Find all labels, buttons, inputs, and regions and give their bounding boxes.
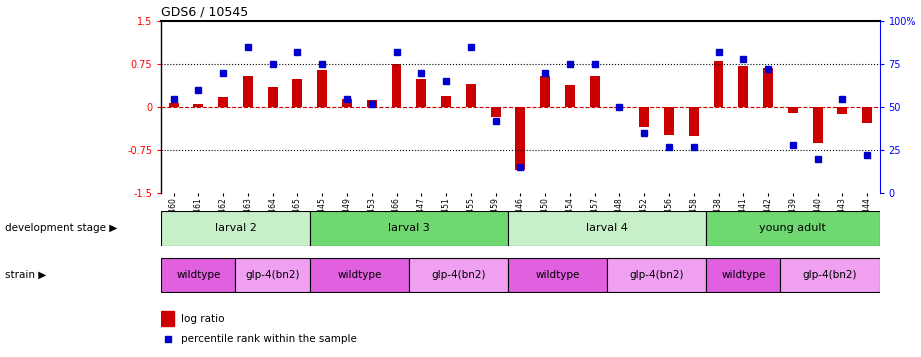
Bar [706,211,880,246]
Text: log ratio: log ratio [181,314,225,324]
Bar [218,97,228,107]
Text: strain ▶: strain ▶ [5,270,46,280]
Text: larval 3: larval 3 [388,223,430,233]
Text: development stage ▶: development stage ▶ [5,223,117,233]
Bar [812,107,822,142]
Bar [589,76,600,107]
Bar [516,107,525,170]
Bar [309,258,409,292]
Bar [409,258,508,292]
Bar [508,258,607,292]
Bar [243,76,253,107]
Bar [169,102,179,107]
Bar [787,107,798,113]
Text: glp-4(bn2): glp-4(bn2) [803,270,857,280]
Bar [508,211,706,246]
Bar [739,66,748,107]
Bar [607,258,706,292]
Bar [706,258,780,292]
Text: glp-4(bn2): glp-4(bn2) [629,270,684,280]
Bar [780,258,880,292]
Text: glp-4(bn2): glp-4(bn2) [245,270,300,280]
Bar [309,211,508,246]
Bar [391,64,402,107]
Bar [541,76,550,107]
Bar [161,258,236,292]
Text: young adult: young adult [760,223,826,233]
Bar [862,107,872,123]
Bar [664,107,674,135]
Bar [714,61,724,107]
Bar [342,99,352,107]
Bar [639,107,649,127]
Bar [161,211,309,246]
Bar [491,107,500,117]
Bar [837,107,847,114]
Text: wildtype: wildtype [721,270,765,280]
Bar [416,79,426,107]
Bar [293,79,302,107]
Text: larval 2: larval 2 [215,223,256,233]
Bar [161,311,174,326]
Bar [236,258,309,292]
Bar [466,84,476,107]
Bar [317,70,327,107]
Bar [268,87,277,107]
Bar [764,68,773,107]
Text: glp-4(bn2): glp-4(bn2) [431,270,485,280]
Text: wildtype: wildtype [535,270,579,280]
Text: GDS6 / 10545: GDS6 / 10545 [161,6,249,19]
Text: larval 4: larval 4 [586,223,628,233]
Bar [367,100,377,107]
Text: wildtype: wildtype [176,270,220,280]
Bar [565,85,575,107]
Bar [689,107,699,136]
Bar [441,96,451,107]
Text: percentile rank within the sample: percentile rank within the sample [181,334,357,344]
Bar [614,107,624,108]
Bar [193,104,204,107]
Text: wildtype: wildtype [337,270,381,280]
